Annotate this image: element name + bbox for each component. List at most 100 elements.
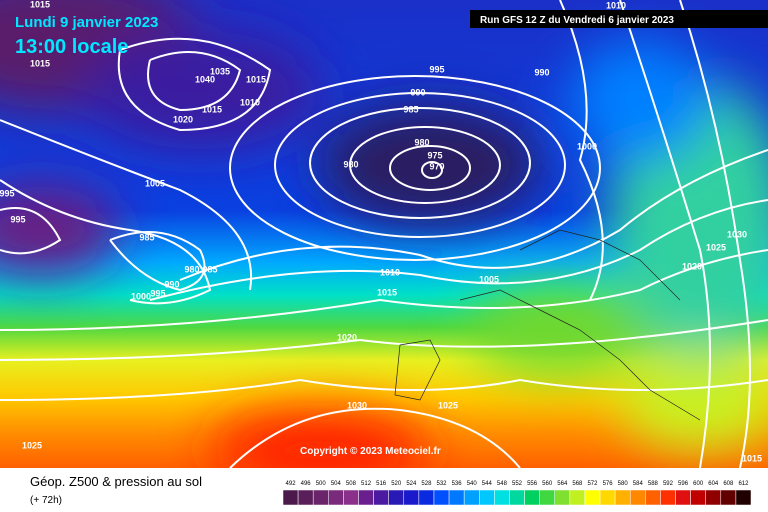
colorbar-swatch — [297, 489, 314, 506]
isobar-label: 1005 — [145, 178, 165, 188]
colorbar-label: 528 — [421, 481, 432, 487]
time: 13:00 locale — [15, 36, 128, 58]
colorbar-swatch — [343, 489, 359, 506]
colorbar-label: 496 — [301, 481, 312, 487]
colorbar-swatch — [358, 489, 374, 506]
colorbar-swatch — [463, 489, 480, 506]
colorbar-label: 568 — [572, 481, 583, 487]
colorbar-label: 520 — [391, 481, 402, 487]
colorbar-swatch — [328, 489, 344, 506]
isobar-label: 1040 — [195, 74, 215, 84]
colorbar-label: 588 — [648, 481, 659, 487]
colorbar-swatch — [494, 489, 510, 506]
isobar-label: 1015 — [30, 0, 50, 9]
colorbar-label: 500 — [316, 481, 327, 487]
isobar-label: 985 — [202, 264, 217, 274]
footer-title: Géop. Z500 & pression au sol — [30, 474, 202, 489]
isobar-label: 980 — [343, 159, 358, 169]
colorbar-swatch — [629, 489, 646, 506]
isobar-label: 1015 — [246, 74, 266, 84]
run: Run GFS 12 Z du Vendredi 6 janvier 2023 — [480, 15, 674, 26]
colorbar-label: 608 — [723, 481, 734, 487]
colorbar-label: 552 — [512, 481, 523, 487]
colorbar-label: 544 — [482, 481, 493, 487]
isobar-label: 995 — [10, 214, 25, 224]
isobar-label: 980 — [414, 137, 429, 147]
isobar-label: 980 — [184, 264, 199, 274]
isobar-label: 975 — [427, 150, 442, 160]
isobar-label: 1015 — [202, 104, 222, 114]
colorbar-swatch — [645, 489, 661, 506]
colorbar-label: 508 — [346, 481, 357, 487]
colorbar-label: 540 — [467, 481, 478, 487]
isobar-label: 1000 — [577, 141, 597, 151]
colorbar-label: 532 — [437, 481, 448, 487]
footer-lead: (+ 72h) — [30, 495, 62, 506]
colorbar-swatch — [554, 489, 571, 506]
isobar-label: 1035 — [210, 66, 230, 76]
date: Lundi 9 janvier 2023 — [15, 14, 158, 31]
colorbar-label: 596 — [678, 481, 689, 487]
isobar-label: 985 — [139, 232, 154, 242]
run-box — [470, 10, 768, 28]
colorbar-label: 516 — [376, 481, 387, 487]
isobar-label: 1030 — [347, 400, 367, 410]
colorbar-swatch — [735, 489, 752, 506]
colorbar-label: 572 — [587, 481, 598, 487]
colorbar-label: 504 — [331, 481, 342, 487]
isobar-label: 990 — [534, 67, 549, 77]
colorbar-swatch — [705, 489, 722, 506]
colorbar-label: 612 — [738, 481, 749, 487]
isobar-label: 1020 — [682, 261, 702, 271]
colorbar-swatch — [675, 489, 691, 506]
isobar-label: 1010 — [606, 0, 626, 10]
isobar-label: 1015 — [30, 58, 50, 68]
colorbar-label: 548 — [497, 481, 508, 487]
isobar-label: 1025 — [706, 242, 726, 252]
colorbar-swatch — [282, 489, 299, 506]
colorbar-swatch — [569, 489, 586, 506]
isobar-label: 1015 — [377, 287, 397, 297]
colorbar-swatch — [524, 489, 540, 506]
colorbar-swatch — [720, 489, 737, 506]
isobar-label: 1010 — [380, 267, 400, 277]
colorbar-swatch — [418, 489, 435, 506]
colorbar-label: 556 — [527, 481, 538, 487]
colorbar-label: 524 — [406, 481, 417, 487]
colorbar-label: 492 — [286, 481, 297, 487]
colorbar-swatch — [539, 489, 555, 506]
isobar-label: 995 — [429, 64, 444, 74]
isobar-label: 995 — [150, 288, 165, 298]
colorbar-swatch — [599, 489, 616, 506]
map: 1015 1015 1040 1035 1015 1010 1015 1020 … — [0, 0, 768, 490]
isobar-label: 1010 — [240, 97, 260, 107]
isobar-label: 1015 — [742, 453, 762, 463]
colorbar-label: 592 — [663, 481, 674, 487]
colorbar-label: 580 — [618, 481, 629, 487]
isobar-label: 970 — [429, 161, 444, 171]
copyright: Copyright © 2023 Meteociel.fr — [300, 446, 441, 457]
isobar-label: 985 — [403, 104, 418, 114]
colorbar-label: 604 — [708, 481, 719, 487]
colorbar-label: 512 — [361, 481, 372, 487]
colorbar-swatch — [433, 489, 450, 506]
colorbar-swatch — [448, 489, 465, 506]
isobar-label: 995 — [0, 188, 15, 198]
isobar-label: 990 — [164, 279, 179, 289]
colorbar-swatch — [509, 489, 525, 506]
isobar-label: 1020 — [173, 114, 193, 124]
isobar-label: 1020 — [337, 332, 357, 342]
colorbar-swatch — [479, 489, 495, 506]
isobar-label: 1025 — [438, 400, 458, 410]
colorbar-swatch — [403, 489, 420, 506]
isobar-label: 1000 — [131, 291, 151, 301]
colorbar-swatch — [388, 489, 405, 506]
colorbar-label: 600 — [693, 481, 704, 487]
colorbar-swatch — [690, 489, 706, 506]
isobar-label: 1030 — [727, 229, 747, 239]
isobar-labels: 1015 1015 1040 1035 1015 1010 1015 1020 … — [0, 0, 762, 463]
isobar-label: 1005 — [479, 274, 499, 284]
isobar-label: 990 — [410, 87, 425, 97]
colorbar-label: 560 — [542, 481, 553, 487]
